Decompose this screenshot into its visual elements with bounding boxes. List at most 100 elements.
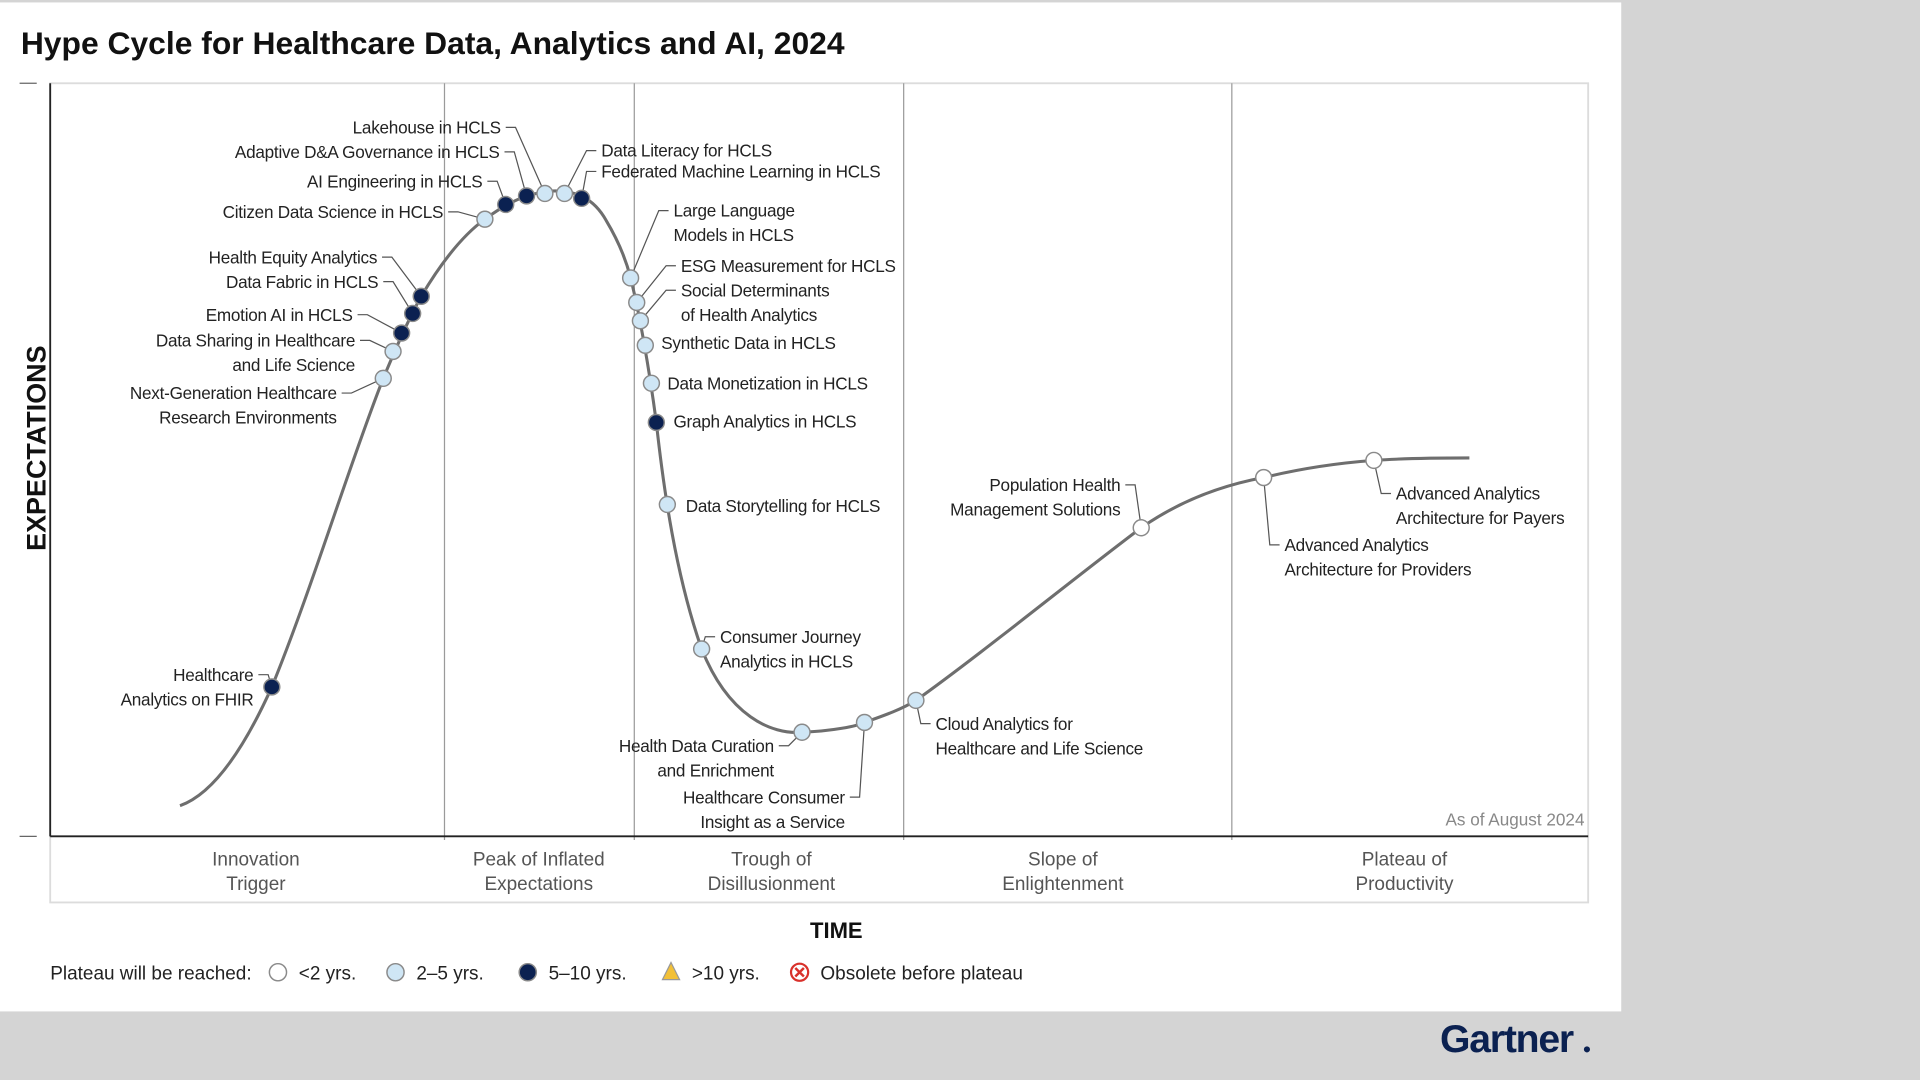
technology-marker-2to5[interactable] — [642, 374, 661, 392]
technology-label: Emotion AI in HCLS — [206, 305, 353, 325]
leader-line — [383, 281, 414, 314]
technology-marker-2to5[interactable] — [621, 269, 640, 287]
chart-panel — [0, 2, 1622, 1012]
technology-label: Citizen Data Science in HCLS — [223, 202, 444, 222]
technology-marker-2to5[interactable] — [658, 495, 677, 514]
technology-marker-5to10[interactable] — [647, 413, 666, 432]
technology-label: Data Sharing in Healthcare — [156, 331, 355, 351]
leader-line — [357, 314, 402, 334]
leader-line — [636, 265, 676, 303]
technology-label: Research Environments — [159, 408, 337, 428]
technology-marker-2to5[interactable] — [536, 184, 554, 203]
phase-label: Plateau of — [1362, 850, 1448, 871]
legend-item-label: 5–10 yrs. — [549, 964, 627, 985]
technology-label: Healthcare — [173, 665, 253, 685]
leader-line — [1373, 460, 1392, 495]
technology-label: Lakehouse in HCLS — [353, 117, 501, 137]
technology-marker-lt2[interactable] — [1254, 468, 1273, 487]
technology-label: Models in HCLS — [673, 225, 793, 245]
technology-marker-2to5[interactable] — [793, 723, 811, 741]
y-axis-label: EXPECTATIONS — [21, 345, 51, 550]
technology-marker-2to5[interactable] — [384, 342, 402, 361]
technology-label: and Life Science — [232, 355, 355, 375]
leader-line — [1263, 477, 1280, 546]
technology-label: Architecture for Providers — [1284, 560, 1471, 580]
phase-label: Slope of — [1028, 850, 1098, 871]
technology-label: Data Monetization in HCLS — [667, 373, 867, 393]
technology-label: and Enrichment — [657, 760, 774, 780]
chart-title: Hype Cycle for Healthcare Data, Analytic… — [21, 25, 845, 61]
technology-label: Cloud Analytics for — [936, 714, 1074, 734]
leader-line — [630, 210, 669, 279]
legend-title: Plateau will be reached: — [50, 964, 251, 985]
phase-label: Peak of Inflated — [473, 850, 605, 871]
technology-label: Advanced Analytics — [1284, 535, 1428, 555]
x-axis-label: TIME — [810, 918, 863, 943]
circle-light-blue-icon — [386, 962, 405, 982]
technology-marker-2to5[interactable] — [692, 640, 711, 658]
technology-marker-5to10[interactable] — [392, 324, 411, 342]
phase-labels: Innovation Trigger Peak of Inflated Expecta… — [212, 850, 1454, 895]
technology-marker-5to10[interactable] — [412, 287, 430, 306]
obsolete-x-icon — [789, 962, 810, 982]
legend-item-label: Obsolete before plateau — [820, 964, 1022, 985]
leader-line — [639, 289, 676, 322]
triangle-icon — [661, 961, 681, 981]
legend-item-label: 2–5 yrs. — [416, 964, 483, 985]
phase-label: Disillusionment — [708, 874, 836, 895]
technology-label: Health Equity Analytics — [209, 247, 378, 267]
legend-item-label: >10 yrs. — [692, 964, 760, 985]
technology-marker-2to5[interactable] — [631, 312, 650, 330]
technology-label: Large Language — [673, 201, 794, 221]
circle-navy-icon — [518, 962, 538, 982]
technology-label: Management Solutions — [950, 500, 1120, 520]
technology-label: Social Determinants — [681, 280, 830, 300]
technology-marker-2to5[interactable] — [855, 713, 874, 732]
technology-label: Data Literacy for HCLS — [601, 141, 772, 161]
leader-line — [504, 151, 528, 197]
technology-label: Health Data Curation — [619, 736, 774, 756]
technology-marker-lt2[interactable] — [1132, 519, 1150, 537]
technology-marker-2to5[interactable] — [636, 336, 654, 354]
leader-line — [382, 256, 422, 297]
technology-marker-5to10[interactable] — [572, 189, 591, 208]
phase-label: Productivity — [1355, 874, 1454, 895]
technology-label: Data Fabric in HCLS — [226, 272, 378, 292]
technology-label: Synthetic Data in HCLS — [661, 333, 836, 353]
leader-line — [849, 722, 866, 798]
technology-marker-5to10[interactable] — [403, 304, 422, 323]
phase-label: Innovation — [212, 850, 300, 871]
technology-marker-2to5[interactable] — [374, 369, 392, 388]
technology-marker-2to5[interactable] — [628, 293, 646, 312]
gartner-logo: Gartner — [1440, 1018, 1574, 1061]
technology-marker-2to5[interactable] — [907, 691, 925, 710]
technology-label: Graph Analytics in HCLS — [673, 411, 856, 431]
technology-marker-2to5[interactable] — [476, 210, 494, 228]
technology-label: Adaptive D&A Governance in HCLS — [235, 142, 500, 162]
technology-label: ESG Measurement for HCLS — [681, 256, 896, 276]
technology-label: Population Health — [989, 475, 1120, 495]
technology-label: of Health Analytics — [681, 305, 817, 325]
technology-label: Next-Generation Healthcare — [130, 383, 337, 403]
leader-line — [341, 377, 384, 394]
legend: Plateau will be reached: <2 yrs. 2–5 yrs.… — [50, 961, 1023, 985]
technology-label: Analytics in HCLS — [720, 651, 853, 671]
technology-marker-5to10[interactable] — [497, 195, 515, 214]
as-of-date: As of August 2024 — [1445, 809, 1584, 829]
technology-label: Data Storytelling for HCLS — [686, 496, 880, 516]
technology-marker-lt2[interactable] — [1365, 451, 1383, 470]
phase-label: Trough of — [731, 850, 812, 871]
technology-marker-5to10[interactable] — [517, 187, 536, 205]
technology-markers — [263, 184, 1383, 741]
registered-mark — [1583, 1046, 1590, 1053]
technology-label: AI Engineering in HCLS — [307, 171, 482, 191]
circle-white-icon — [268, 962, 288, 982]
phase-label: Enlightenment — [1002, 874, 1124, 895]
leader-line — [581, 170, 597, 199]
technology-marker-2to5[interactable] — [555, 184, 574, 203]
technology-label: Consumer Journey — [720, 627, 861, 647]
technology-label: Healthcare Consumer — [683, 787, 845, 807]
technology-marker-5to10[interactable] — [263, 678, 281, 696]
technology-label: Insight as a Service — [700, 812, 845, 832]
